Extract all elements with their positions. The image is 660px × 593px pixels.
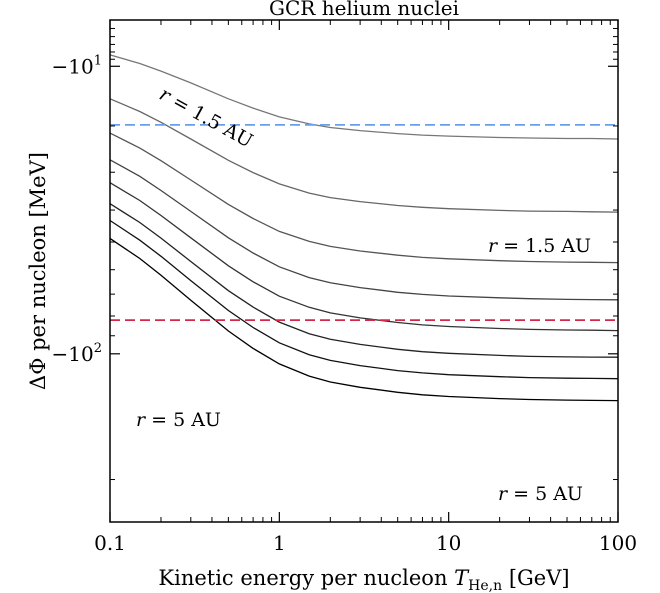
reference-label-1: r = 1.5 AU <box>488 235 591 257</box>
x-tick-label: 10 <box>436 531 461 555</box>
x-tick-label: 1 <box>273 531 286 555</box>
x-axis-title: Kinetic energy per nucleon THe,n [GeV] <box>158 566 569 593</box>
reference-lines-layer <box>110 124 618 322</box>
series-line-1 <box>109 54 619 140</box>
chart-title: GCR helium nuclei <box>269 0 459 20</box>
series-line-3 <box>109 132 619 264</box>
plot-frame <box>109 19 619 523</box>
reference-label-2: r = 5 AU <box>136 409 221 431</box>
series-line-8 <box>109 237 619 402</box>
series-line-4 <box>109 159 619 301</box>
y-tick-label: −102 <box>52 341 103 366</box>
ticks-layer <box>109 20 619 522</box>
x-tick-label: 100 <box>599 531 637 555</box>
y-tick-label: −101 <box>52 53 103 78</box>
series-line-7 <box>109 219 619 380</box>
series-line-2 <box>109 98 619 213</box>
y-axis-title: ΔΦ per nucleon [MeV] <box>26 152 50 390</box>
series-line-6 <box>109 203 619 358</box>
x-tick-label: 0.1 <box>94 531 126 555</box>
annotation-top-curve: r = 1.5 AU <box>156 83 257 152</box>
annotation-bottom-curve: r = 5 AU <box>498 483 583 505</box>
series-line-5 <box>109 182 619 332</box>
curves-layer <box>109 54 619 402</box>
